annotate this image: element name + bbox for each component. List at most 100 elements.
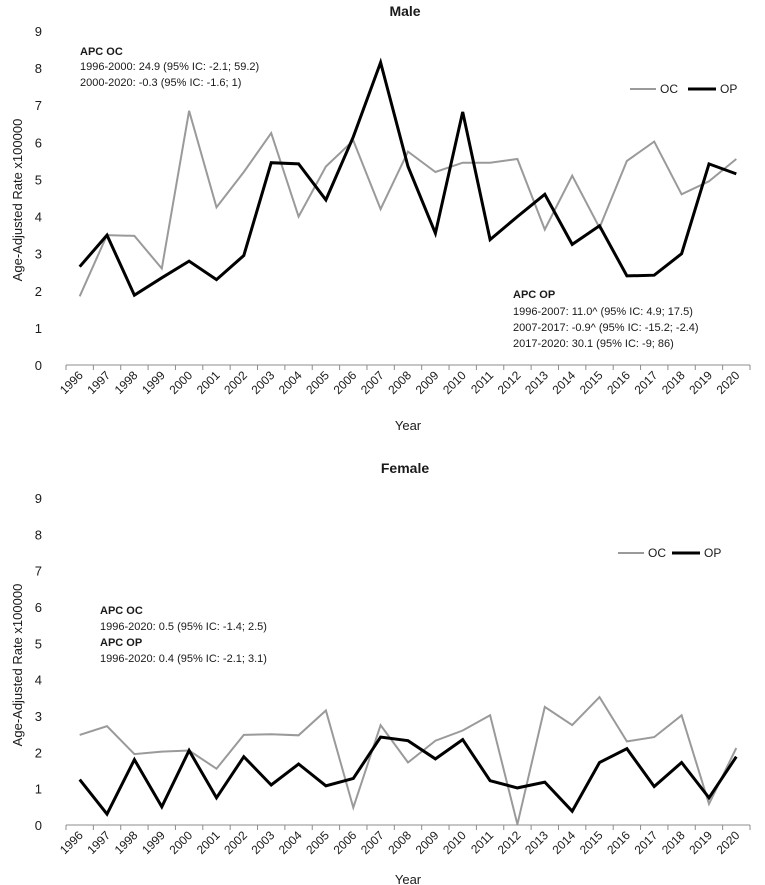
annotation-line: 1996-2020: 0.5 (95% IC: -1.4; 2.5): [100, 621, 267, 633]
y-tick-label: 4: [35, 210, 42, 225]
y-tick-label: 1: [35, 321, 42, 336]
x-tick-label: 1996: [57, 828, 86, 857]
x-tick-label: 2004: [276, 368, 305, 397]
x-tick-label: 2009: [413, 828, 442, 857]
y-axis-label: Age-Adjusted Rate x100000: [10, 119, 25, 282]
x-tick-label: 2011: [468, 368, 496, 396]
annotation-heading: APC OC: [80, 46, 123, 58]
legend: OC OP: [630, 82, 737, 96]
y-tick-label: 0: [35, 358, 42, 373]
annotation-heading: APC OP: [513, 289, 555, 301]
series-group: [78, 695, 738, 825]
x-tick-label: 2019: [686, 828, 715, 857]
y-tick-label: 9: [35, 24, 42, 39]
series-group: [78, 57, 737, 298]
x-tick-label: 2009: [413, 368, 442, 397]
legend-label-oc: OC: [660, 82, 678, 96]
annotation-line: 1996-2020: 0.4 (95% IC: -2.1; 3.1): [100, 653, 267, 665]
male-chart: Male Age-Adjusted Rate x100000 Year 0 1 2 3…: [10, 3, 751, 433]
x-axis-label: Year: [395, 872, 422, 885]
y-tick-label: 2: [35, 284, 42, 299]
y-tick-label: 6: [35, 135, 42, 150]
x-tick-label: 2008: [385, 368, 414, 397]
y-tick-label: 4: [35, 673, 42, 688]
annotation-line: 2007-2017: -0.9^ (95% IC: -15.2; -2.4): [513, 322, 699, 334]
legend-label-op: OP: [704, 546, 721, 560]
x-tick-label: 2007: [358, 828, 387, 857]
female-chart: Female Age-Adjusted Rate x100000 Year 01…: [10, 460, 751, 885]
y-axis-ticks: 0 1 2 3 4 5 6 7 8 9: [35, 24, 42, 373]
chart-title: Female: [381, 460, 429, 476]
y-tick-label: 3: [35, 709, 42, 724]
x-tick-label: 2017: [632, 828, 661, 857]
annotation-line: 2017-2020: 30.1 (95% IC: -9; 86): [513, 338, 674, 350]
annotation-apc-oc: APC OC 1996-2000: 24.9 (95% IC: -2.1; 59…: [80, 46, 259, 89]
x-tick-label: 2015: [577, 368, 606, 397]
annotation-apc-oc: APC OC 1996-2020: 0.5 (95% IC: -1.4; 2.5…: [100, 605, 267, 633]
series-line-oc: [78, 110, 737, 297]
legend-label-op: OP: [720, 82, 737, 96]
y-tick-label: 0: [35, 818, 42, 833]
x-tick-label: 2013: [522, 828, 551, 857]
x-tick-label: 2012: [495, 368, 524, 397]
y-tick-label: 7: [35, 98, 42, 113]
annotation-line: 1996-2007: 11.0^ (95% IC: 4.9; 17.5): [513, 306, 693, 318]
y-tick-label: 3: [35, 247, 42, 262]
x-tick-label: 2003: [249, 828, 278, 857]
annotation-heading: APC OC: [100, 605, 143, 617]
y-tick-label: 7: [35, 564, 42, 579]
x-tick-label: 1999: [139, 828, 168, 857]
annotation-apc-op: APC OP 1996-2020: 0.4 (95% IC: -2.1; 3.1…: [100, 637, 267, 665]
annotation-apc-op: APC OP 1996-2007: 11.0^ (95% IC: 4.9; 17…: [513, 289, 699, 350]
x-tick-label: 2016: [604, 828, 633, 857]
chart-title: Male: [389, 3, 420, 19]
x-tick-label: 2018: [659, 368, 688, 397]
y-tick-label: 6: [35, 600, 42, 615]
x-tick-label: 1996: [57, 368, 86, 397]
x-tick-label: 2010: [440, 828, 469, 857]
x-tick-label: 2014: [549, 828, 578, 857]
x-tick-label: 2002: [221, 368, 250, 397]
x-tick-label: 2001: [194, 828, 223, 857]
x-tick-label: 2019: [686, 368, 715, 397]
series-line-op: [78, 735, 738, 817]
x-tick-label: 1998: [112, 368, 141, 397]
x-axis-ticks: 1996199719981999200020012002200320042005…: [57, 364, 751, 397]
x-tick-label: 2020: [714, 368, 743, 397]
x-tick-label: 2010: [440, 368, 469, 397]
x-tick-label: 2012: [495, 828, 524, 857]
x-tick-label: 1998: [112, 828, 141, 857]
x-tick-label: 1997: [84, 368, 113, 397]
annotation-line: 1996-2000: 24.9 (95% IC: -2.1; 59.2): [80, 61, 259, 73]
x-axis-ticks: 1996199719981999200020012002200320042005…: [57, 824, 751, 857]
x-tick-label: 2007: [358, 368, 387, 397]
x-tick-label: 2005: [303, 368, 332, 397]
x-tick-label: 2000: [166, 828, 195, 857]
x-axis-label: Year: [395, 418, 422, 433]
x-tick-label: 2002: [221, 828, 250, 857]
x-tick-label: 2005: [303, 828, 332, 857]
x-tick-label: 2014: [549, 368, 578, 397]
y-axis-ticks: 0 1 2 3 4 5 6 7 8 9: [35, 491, 42, 833]
x-tick-label: 2020: [714, 828, 743, 857]
y-axis-label: Age-Adjusted Rate x100000: [10, 584, 25, 747]
y-tick-label: 2: [35, 745, 42, 760]
x-tick-label: 2015: [577, 828, 606, 857]
x-tick-label: 2000: [166, 368, 195, 397]
legend: OC OP: [618, 546, 721, 560]
annotation-heading: APC OP: [100, 637, 142, 649]
x-tick-label: 2006: [331, 368, 360, 397]
y-tick-label: 9: [35, 491, 42, 506]
x-tick-label: 2013: [522, 368, 551, 397]
annotation-line: 2000-2020: -0.3 (95% IC: -1.6; 1): [80, 77, 241, 89]
x-tick-label: 2001: [194, 368, 223, 397]
x-tick-label: 2003: [249, 368, 278, 397]
x-tick-label: 2008: [385, 828, 414, 857]
series-line-op: [78, 57, 737, 298]
x-tick-label: 2018: [659, 828, 688, 857]
y-tick-label: 8: [35, 527, 42, 542]
x-tick-label: 2004: [276, 828, 305, 857]
x-tick-label: 1997: [84, 828, 113, 857]
y-tick-label: 5: [35, 172, 42, 187]
